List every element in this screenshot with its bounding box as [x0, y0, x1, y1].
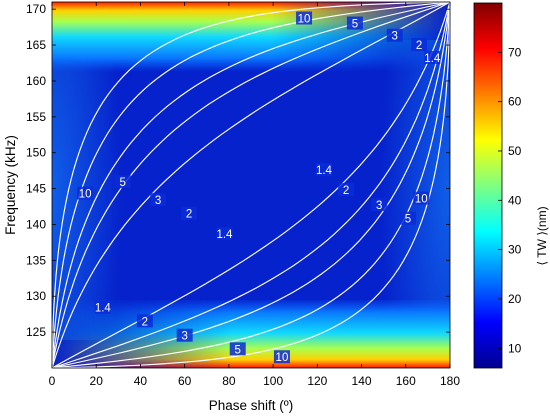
contour-lower-5 — [52, 2, 450, 368]
contour-label-bg — [229, 342, 246, 356]
y-tick-label: 130 — [26, 289, 46, 303]
colorbar-tick-label: 30 — [508, 243, 522, 257]
y-tick-label: 145 — [26, 182, 46, 196]
x-axis-ticks: 0 20 40 60 80 100 120 140 160 180 — [49, 2, 460, 388]
contour-label: 1.4 — [216, 229, 233, 241]
y-tick-label: 140 — [26, 217, 46, 231]
contour-upper-2 — [52, 2, 450, 368]
y-axis-label: Frequency (kHz) — [3, 135, 18, 235]
contour-lower-3 — [52, 2, 450, 368]
contour-label: 2 — [343, 185, 349, 197]
y-tick-label: 165 — [26, 38, 46, 52]
x-tick-label: 0 — [49, 374, 56, 388]
contour-label: 2 — [186, 209, 192, 221]
contour-label: 10 — [276, 352, 289, 364]
contour-label: 5 — [235, 344, 241, 356]
contour-upper-5 — [52, 2, 450, 368]
contour-label: 3 — [376, 200, 382, 212]
y-axis-ticks: 125 130 135 140 145 150 155 160 165 170 — [26, 2, 450, 339]
contour-label-bg — [371, 198, 388, 212]
y-tick-label: 160 — [26, 74, 46, 88]
contour-label: 1.4 — [424, 53, 441, 65]
contour-label-bg — [94, 300, 111, 314]
contour-label-bg — [114, 175, 131, 189]
contour-lower-10 — [52, 2, 450, 368]
contour-label: 3 — [392, 31, 398, 43]
contour-label-bg — [424, 50, 441, 64]
contour-label: 5 — [405, 214, 411, 226]
y-tick-label: 135 — [26, 253, 46, 267]
x-tick-label: 100 — [263, 374, 283, 388]
contour-label-bg — [136, 314, 153, 328]
contour-label-bg — [77, 186, 94, 200]
x-tick-label: 140 — [352, 374, 372, 388]
y-tick-label: 170 — [26, 2, 46, 16]
plot-frame — [51, 1, 451, 369]
contour-label: 10 — [298, 14, 311, 26]
x-tick-label: 20 — [90, 374, 104, 388]
x-tick-label: 60 — [178, 374, 192, 388]
contour-label-bg — [399, 211, 416, 225]
contour-label-bg — [338, 183, 355, 197]
x-tick-label: 40 — [134, 374, 148, 388]
contour-label: 1.4 — [95, 303, 112, 315]
colorbar-tick-label: 20 — [508, 292, 522, 306]
contour-label: 2 — [142, 316, 148, 328]
top-high-band — [52, 2, 450, 72]
contour-label-bg — [296, 11, 313, 25]
contour-label-bg — [315, 162, 332, 176]
colorbar-label: ⟨ TW ⟩(nm) — [535, 206, 549, 265]
heatmap-field — [52, 2, 450, 368]
contour-label-bg — [176, 328, 193, 342]
x-tick-label: 180 — [440, 374, 460, 388]
contour-upper-1.4 — [52, 2, 450, 368]
colorbar-tick-label: 60 — [508, 95, 522, 109]
contour-upper-3 — [52, 2, 450, 368]
contour-label: 3 — [155, 195, 161, 207]
colorbar-tick-label: 40 — [508, 193, 522, 207]
contour-label: 3 — [181, 331, 187, 343]
contour-label-bg — [411, 38, 428, 52]
y-tick-label: 125 — [26, 325, 46, 339]
bottom-high-band — [52, 298, 450, 368]
contour-lines — [52, 2, 450, 368]
colorbar-ticks: 10 20 30 40 50 60 70 — [498, 45, 522, 355]
contour-label-bg — [150, 193, 167, 207]
contour-label: 2 — [416, 40, 422, 52]
contour-label-bg — [386, 28, 403, 42]
contour-label: 5 — [120, 177, 126, 189]
contour-lower-2 — [52, 2, 450, 368]
contour-upper-10 — [52, 2, 450, 368]
y-tick-label: 155 — [26, 110, 46, 124]
x-tick-label: 160 — [396, 374, 416, 388]
contour-label-bg — [181, 206, 198, 220]
contour-label: 1.4 — [316, 165, 333, 177]
contour-label-bg — [346, 16, 363, 30]
colorbar-tick-label: 70 — [508, 45, 522, 59]
y-tick-label: 150 — [26, 146, 46, 160]
x-axis-label: Phase shift (º) — [209, 398, 293, 413]
x-tick-label: 120 — [307, 374, 327, 388]
colorbar-tick-label: 10 — [508, 341, 522, 355]
contour-label: 10 — [415, 194, 428, 206]
contour-label: 10 — [79, 189, 92, 201]
colorbar — [473, 2, 503, 369]
x-tick-label: 80 — [222, 374, 236, 388]
colorbar-tick-label: 50 — [508, 144, 522, 158]
contour-label-bg — [413, 191, 430, 205]
contour-label: 5 — [352, 19, 358, 31]
contour-label-bg — [273, 350, 290, 364]
contour-label-bg — [216, 226, 233, 240]
